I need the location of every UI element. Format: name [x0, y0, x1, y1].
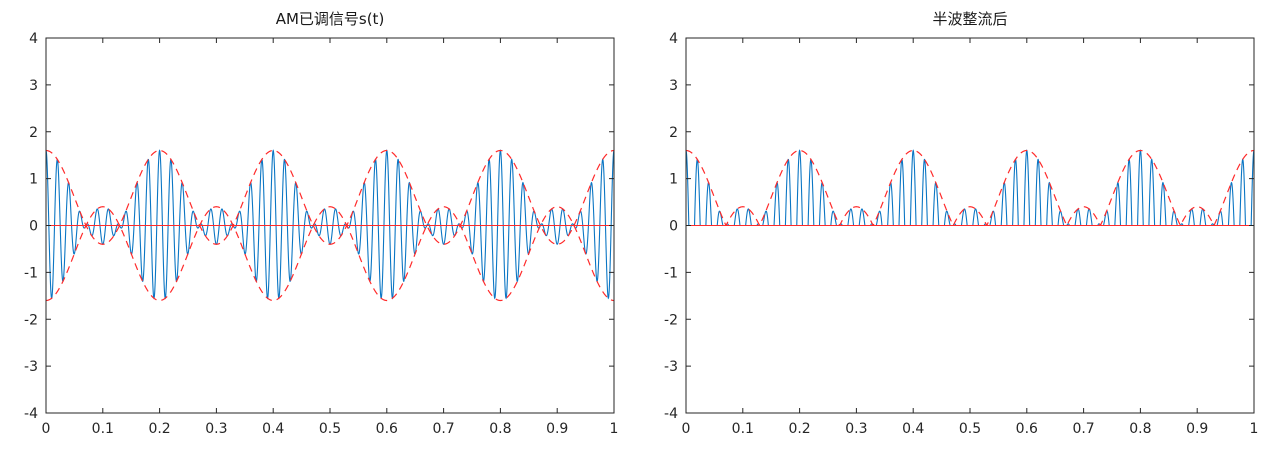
series-rectified-signal: [685, 149, 1255, 227]
plot-rectified: 0 0.1 0.2 0.3 0.4 0.5 0.6 0.7 0.8 0.9 1 -4 -3 -2 -1 0 1 2…: [664, 31, 1259, 437]
x-tick-label: 0.5: [319, 421, 341, 437]
x-tick-label: 0.2: [788, 421, 810, 437]
series-envelope-lower: [46, 224, 614, 302]
y-tick-label: 4: [29, 31, 38, 47]
plot-am-signal: 0 0.1 0.2 0.3 0.4 0.5 0.6 0.7 0.8 0.9 1 -4 -3 -2 -1 0 1 2…: [24, 31, 619, 437]
y-tick-label: -2: [24, 312, 38, 328]
x-tick-label: 0.9: [1186, 421, 1208, 437]
y-tick-label: -3: [664, 359, 678, 375]
x-tick-label: 0: [682, 421, 691, 437]
y-tick-label: -1: [24, 265, 38, 281]
y-tick-label: -3: [24, 359, 38, 375]
x-tick-label: 0.7: [1072, 421, 1094, 437]
series-envelope-upper: [686, 149, 1254, 227]
y-tick-label: 1: [669, 172, 678, 188]
x-tick-label: 0.4: [262, 421, 284, 437]
y-tick-label: 3: [669, 78, 678, 94]
y-tick-label: 0: [669, 219, 678, 235]
x-tick-label: 0.6: [376, 421, 398, 437]
y-tick-label: -4: [664, 406, 678, 422]
x-tick-label: 0.6: [1016, 421, 1038, 437]
y-tick-label: 2: [669, 125, 678, 141]
y-tick-label: 1: [29, 172, 38, 188]
panel-rectified: 半波整流后 0 0.1 0.2 0.3 0.4 0.5 0.6 0.7 0.8 0.9 1 -4 -3 -…: [640, 0, 1280, 465]
y-tick-label: -4: [24, 406, 38, 422]
x-tick-label: 0.7: [432, 421, 454, 437]
x-tick-label: 0.9: [546, 421, 568, 437]
y-tick-label: -2: [664, 312, 678, 328]
y-tick-label: 3: [29, 78, 38, 94]
x-tick-label: 0.8: [1129, 421, 1151, 437]
y-tick-label: 4: [669, 31, 678, 47]
series-envelope-upper: [46, 149, 614, 227]
panel-am-signal: AM已调信号s(t) 0 0.1 0.2 0.3 0.4 0.5 0.6 0.7 0.8 0.9 1…: [24, 10, 619, 437]
x-tick-label: 1: [610, 421, 619, 437]
x-tick-label: 0.8: [489, 421, 511, 437]
y-tick-label: -1: [664, 265, 678, 281]
y-tick-label: 0: [29, 219, 38, 235]
x-tick-label: 0.5: [959, 421, 981, 437]
x-tick-label: 0.3: [845, 421, 867, 437]
x-tick-label: 0.1: [732, 421, 754, 437]
x-tick-label: 0.3: [205, 421, 227, 437]
series-am-signal: [45, 149, 615, 300]
plot-title-am-signal: AM已调信号s(t): [275, 10, 385, 28]
x-tick-label: 1: [1250, 421, 1259, 437]
plot-title-rectified: 半波整流后: [932, 10, 1008, 28]
x-tick-label: 0.4: [902, 421, 924, 437]
y-tick-label: 2: [29, 125, 38, 141]
x-tick-label: 0: [42, 421, 51, 437]
x-tick-label: 0.2: [148, 421, 170, 437]
x-tick-label: 0.1: [92, 421, 114, 437]
